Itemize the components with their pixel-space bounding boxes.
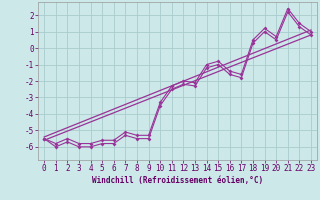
X-axis label: Windchill (Refroidissement éolien,°C): Windchill (Refroidissement éolien,°C)	[92, 176, 263, 185]
